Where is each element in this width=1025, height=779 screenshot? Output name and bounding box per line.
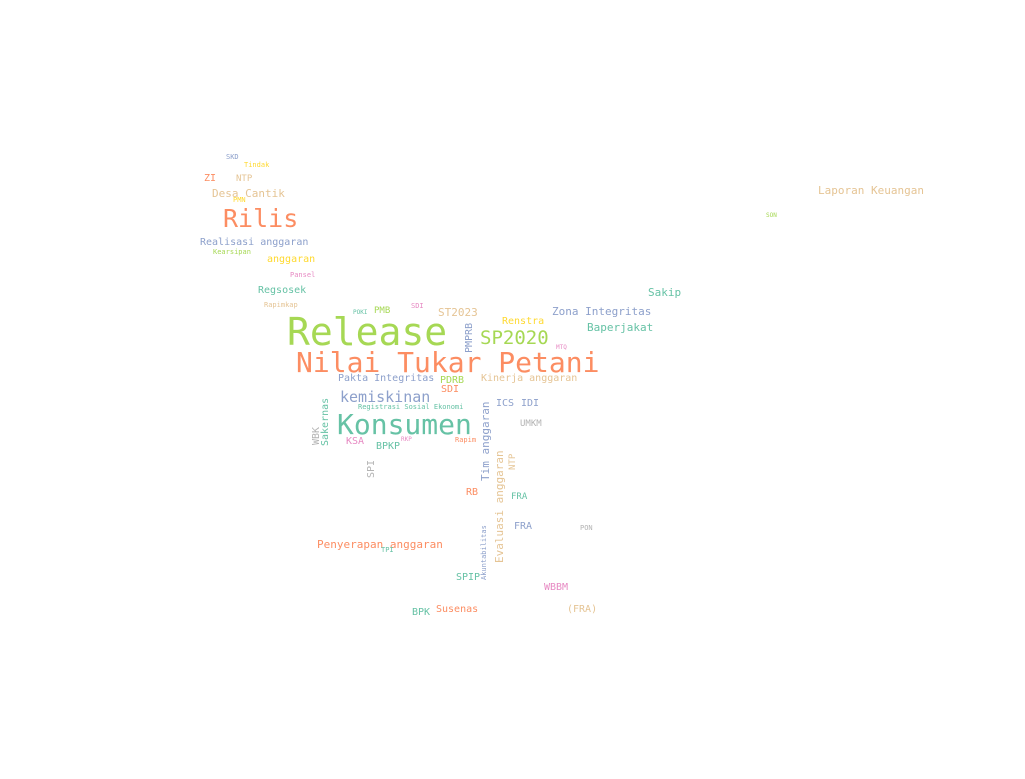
- word-wbbm: WBBM: [544, 582, 569, 593]
- word-mtq: MTQ: [556, 344, 567, 351]
- word-release: Release: [287, 310, 448, 354]
- word-pakta-integritas: Pakta Integritas: [338, 373, 435, 384]
- word-anggaran: anggaran: [267, 254, 316, 265]
- word-registrasi-sosial-ekonomi: Registrasi Sosial Ekonomi: [358, 403, 464, 411]
- word-fra-1: FRA: [511, 492, 528, 502]
- word-sdi-small: SDI: [411, 302, 424, 310]
- word-pmb: PMB: [374, 306, 391, 316]
- word-rkp: RKP: [401, 436, 412, 443]
- word-zona-integritas: Zona Integritas: [552, 305, 652, 318]
- word-son: SON: [766, 212, 777, 219]
- word-fra-2: FRA: [514, 521, 533, 532]
- word-desa-cantik: Desa Cantik: [212, 187, 285, 200]
- word-regsosek: Regsosek: [258, 285, 307, 296]
- word-sdi: SDI: [441, 384, 460, 395]
- word-zi: ZI: [204, 173, 217, 184]
- word-wbk: WBK: [311, 426, 322, 445]
- word-pmn: PMN: [233, 196, 246, 204]
- word-pdrb: PDRB: [440, 375, 465, 386]
- word-fra-paren: (FRA): [567, 604, 598, 615]
- word-ntp-1: NTP: [236, 174, 253, 184]
- word-rapim: Rapim: [455, 436, 477, 444]
- word-nilai-tukar-petani: Nilai Tukar Petani: [296, 346, 600, 379]
- word-pon: PON: [580, 524, 593, 532]
- word-skd: SKD: [226, 153, 239, 161]
- word-renstra: Renstra: [502, 316, 545, 327]
- word-poki: POKI: [353, 309, 368, 316]
- word-laporan-keuangan: Laporan Keuangan: [818, 184, 924, 197]
- word-bpkp: BPKP: [376, 441, 401, 452]
- word-sakernas: Sakernas: [320, 397, 331, 446]
- word-susenas: Susenas: [436, 604, 479, 615]
- word-idi: IDI: [521, 398, 540, 409]
- word-kemiskinan: kemiskinan: [340, 388, 431, 406]
- word-kinerja-anggaran: Kinerja anggaran: [481, 373, 578, 384]
- word-ksa: KSA: [346, 436, 365, 447]
- word-umkm: UMKM: [520, 419, 542, 429]
- word-sp2020: SP2020: [480, 327, 549, 349]
- word-evaluasi-anggaran: Evaluasi anggaran: [493, 450, 506, 563]
- word-rilis: Rilis: [223, 204, 299, 233]
- word-spi: SPI: [366, 459, 377, 478]
- word-rapimkap: Rapimkap: [264, 301, 298, 309]
- word-bpk: BPK: [412, 607, 431, 618]
- word-konsumen: Konsumen: [337, 408, 472, 441]
- word-st2023: ST2023: [438, 306, 478, 319]
- word-tim-anggaran: Tim anggaran: [479, 401, 492, 481]
- word-kearsipan: Kearsipan: [213, 248, 251, 256]
- word-tpi: TPI: [381, 546, 394, 554]
- word-penyerapan-anggaran: Penyerapan anggaran: [317, 538, 443, 551]
- word-realisasi-anggaran: Realisasi anggaran: [200, 237, 309, 248]
- word-sakip: Sakip: [648, 286, 682, 299]
- word-baperjakat: Baperjakat: [587, 321, 654, 334]
- word-rb: RB: [466, 487, 479, 498]
- word-akuntabilitas: Akuntabilitas: [480, 525, 488, 580]
- word-ics: ICS: [496, 398, 515, 409]
- word-pansel: Pansel: [290, 271, 316, 279]
- word-ntp-2: NTP: [508, 453, 518, 470]
- word-tindak: Tindak: [244, 161, 270, 169]
- word-spip: SPIP: [456, 572, 481, 583]
- word-pmprb: PMPRB: [464, 322, 475, 353]
